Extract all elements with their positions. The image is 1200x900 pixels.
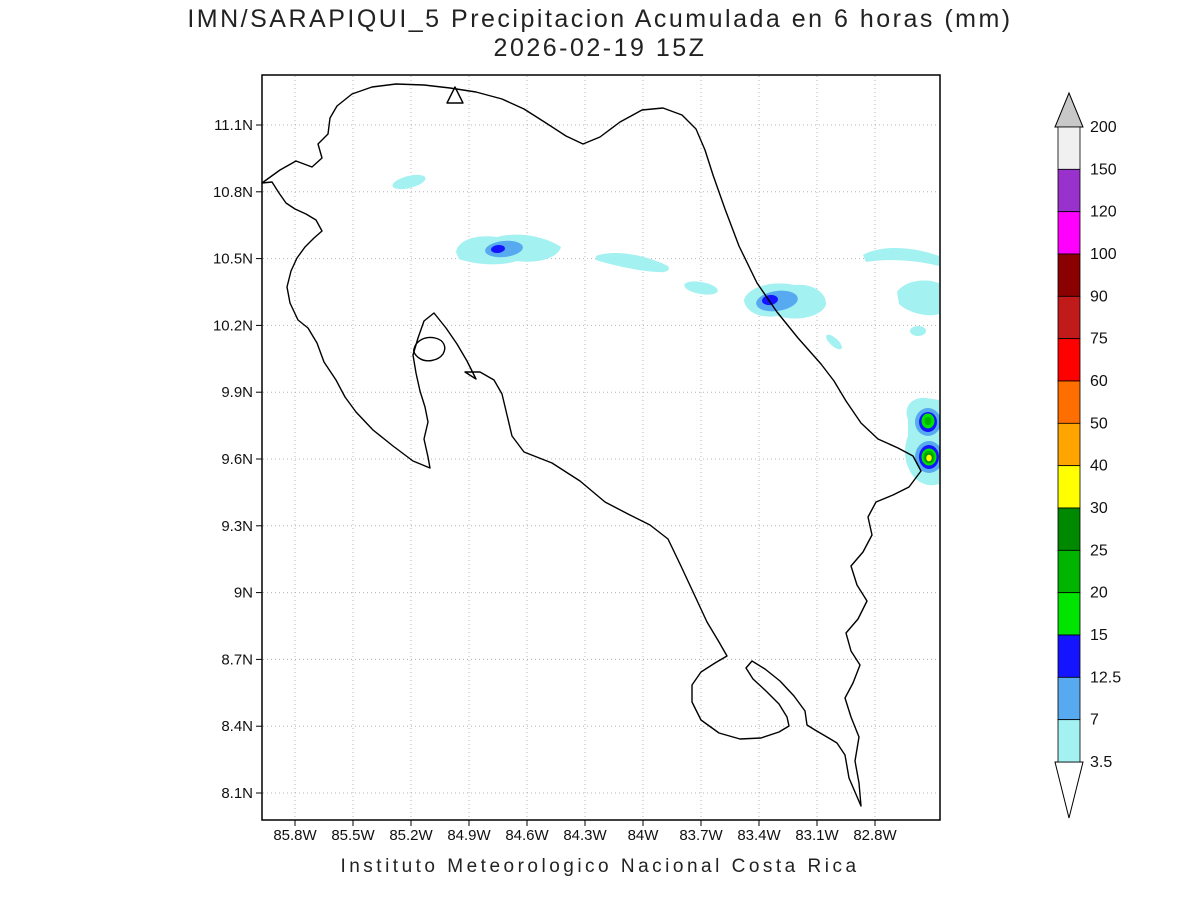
colorbar-cell [1057, 253, 1081, 297]
lat-label: 9.6N [221, 451, 253, 468]
precip-talamanca-green-upper-max [924, 417, 932, 425]
chart-datetime-subtitle: 2026-02-19 15Z [493, 34, 707, 62]
precip-guanacaste-max [491, 244, 505, 254]
colorbar-label: 7 [1090, 712, 1099, 729]
lat-label: 11.1N [214, 117, 253, 134]
precip-caribbean-max [762, 294, 778, 306]
lat-label: 8.4N [221, 718, 253, 735]
lon-label: 84.9W [447, 827, 491, 844]
colorbar-label: 90 [1090, 288, 1108, 305]
colorbar-cell [1057, 719, 1081, 763]
lat-label: 8.1N [221, 785, 253, 802]
colorbar-cell [1057, 380, 1081, 424]
colorbar-label: 200 [1090, 119, 1117, 136]
lat-label: 9N [234, 585, 253, 602]
lon-label: 84.6W [505, 827, 549, 844]
chira-island [413, 336, 446, 362]
colorbar-label: 25 [1090, 542, 1108, 559]
costa-rica-outline [261, 83, 922, 807]
lon-label: 82.8W [853, 827, 897, 844]
coastline-layer [261, 83, 922, 807]
axis-labels: 85.8W 85.5W 85.2W 84.9W 84.6W 84.3W 84W 83.7W 83… [213, 117, 898, 844]
lat-label: 8.7N [221, 651, 253, 668]
colorbar-label: 150 [1090, 161, 1117, 178]
colorbar: 200 150 120 100 90 75 60 50 40 30 25 20 15 12.5 7 3.5 [1054, 91, 1121, 819]
precip-offshore-ne-dot [910, 326, 926, 336]
colorbar-cell [1057, 168, 1081, 213]
plot-frame [261, 74, 941, 821]
precip-talamanca-yellow-max [926, 454, 932, 462]
lon-label: 83.1W [795, 827, 839, 844]
colorbar-cell [1057, 676, 1081, 721]
lon-label: 85.2W [389, 827, 433, 844]
lon-label: 83.7W [679, 827, 723, 844]
colorbar-arrow-bottom [1054, 761, 1084, 819]
precip-limon-coast-streak [826, 334, 842, 350]
lat-label: 10.2N [213, 317, 253, 334]
lat-label: 9.3N [221, 518, 253, 535]
grid-lines [263, 76, 939, 819]
colorbar-label: 3.5 [1090, 754, 1112, 771]
lon-label: 85.8W [273, 827, 317, 844]
lat-label: 10.5N [213, 251, 253, 268]
colorbar-label: 20 [1090, 585, 1108, 602]
colorbar-label: 30 [1090, 500, 1108, 517]
colorbar-arrow-top [1054, 91, 1084, 128]
colorbar-label: 40 [1090, 458, 1108, 475]
precip-sarapiqui-dot [684, 281, 718, 295]
colorbar-label: 50 [1090, 415, 1108, 432]
colorbar-label: 12.5 [1090, 669, 1121, 686]
precipitation-shading [392, 174, 940, 486]
footer-caption: Instituto Meteorologico Nacional Costa R… [340, 856, 860, 877]
colorbar-cell [1057, 465, 1081, 509]
precip-plains-streak [596, 252, 669, 273]
colorbar-cell [1057, 507, 1081, 551]
lat-label: 9.9N [221, 384, 253, 401]
precip-nw-streak [392, 174, 426, 190]
colorbar-cell [1057, 634, 1081, 678]
lon-label: 83.4W [737, 827, 781, 844]
colorbar-cell [1057, 211, 1081, 255]
chart-title: IMN/SARAPIQUI_5 Precipitacion Acumulada … [187, 5, 1013, 33]
precip-offshore-ne-streak [863, 247, 939, 266]
lat-label: 10.8N [213, 184, 253, 201]
colorbar-cell [1057, 295, 1081, 340]
lon-label: 84.3W [563, 827, 607, 844]
lon-label: 85.5W [331, 827, 375, 844]
colorbar-label: 15 [1090, 627, 1108, 644]
colorbar-label: 100 [1090, 246, 1117, 263]
colorbar-cell [1057, 126, 1081, 170]
precip-offshore-ne-blob [897, 280, 939, 316]
lon-label: 84W [628, 827, 660, 844]
colorbar-label: 75 [1090, 331, 1108, 348]
lake-island-triangle [446, 86, 464, 104]
colorbar-cell [1057, 338, 1081, 382]
colorbar-cell [1057, 592, 1081, 636]
colorbar-cell [1057, 549, 1081, 594]
colorbar-label: 60 [1090, 373, 1108, 390]
colorbar-label: 120 [1090, 204, 1117, 221]
colorbar-cell [1057, 422, 1081, 467]
